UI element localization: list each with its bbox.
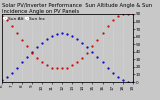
Text: Solar PV/Inverter Performance  Sun Altitude Angle & Sun Incidence Angle on PV Pa: Solar PV/Inverter Performance Sun Altitu… [2, 3, 152, 14]
Legend: Sun Alt, Sun Inc: Sun Alt, Sun Inc [4, 16, 46, 21]
